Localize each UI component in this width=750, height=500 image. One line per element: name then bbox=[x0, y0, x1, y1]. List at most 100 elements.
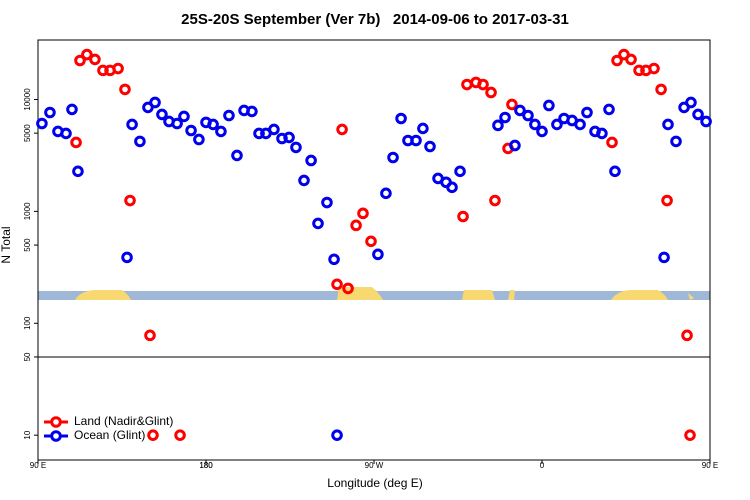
y-tick-label: 10 bbox=[23, 430, 32, 439]
data-point bbox=[454, 165, 466, 178]
data-point bbox=[223, 109, 235, 122]
data-point bbox=[178, 110, 190, 123]
data-point bbox=[661, 194, 673, 207]
x-tick-label: 90 E bbox=[702, 461, 718, 470]
x-tick-label: 90 E bbox=[30, 461, 46, 470]
data-point bbox=[193, 133, 205, 146]
data-point bbox=[417, 122, 429, 135]
data-point bbox=[342, 282, 354, 295]
y-tick-label: 50 bbox=[23, 352, 32, 361]
data-point bbox=[126, 118, 138, 131]
y-tick-label: 500 bbox=[23, 238, 32, 252]
legend-marker bbox=[50, 430, 62, 442]
data-point bbox=[312, 217, 324, 230]
data-point bbox=[350, 219, 362, 232]
data-point bbox=[156, 108, 168, 121]
data-point bbox=[387, 151, 399, 164]
x-tick-label: 180 bbox=[199, 461, 213, 470]
data-point bbox=[81, 48, 93, 61]
legend-label: Ocean (Glint) bbox=[74, 428, 145, 442]
legend-label: Land (Nadir&Glint) bbox=[74, 414, 173, 428]
data-point bbox=[185, 124, 197, 137]
data-point bbox=[36, 117, 48, 130]
data-point bbox=[633, 64, 645, 77]
data-point bbox=[174, 429, 186, 441]
data-point bbox=[551, 118, 563, 131]
data-point bbox=[514, 104, 526, 117]
data-point bbox=[60, 127, 72, 140]
data-point bbox=[658, 251, 670, 264]
y-tick-label: 5000 bbox=[23, 124, 32, 142]
data-point bbox=[246, 105, 258, 118]
data-point bbox=[66, 103, 78, 116]
x-tick-label: 90 W bbox=[365, 461, 384, 470]
data-point bbox=[89, 53, 101, 66]
data-point bbox=[112, 62, 124, 75]
map-strip bbox=[38, 287, 710, 300]
data-point bbox=[97, 64, 109, 77]
x-axis-label: Longitude (deg E) bbox=[327, 476, 422, 490]
data-point bbox=[124, 194, 136, 207]
data-point bbox=[681, 329, 693, 342]
data-point bbox=[424, 140, 436, 153]
data-point bbox=[492, 119, 504, 132]
data-point bbox=[685, 96, 697, 109]
data-point bbox=[529, 118, 541, 131]
data-point bbox=[574, 118, 586, 131]
data-point bbox=[331, 278, 343, 291]
data-point bbox=[290, 141, 302, 154]
y-tick-label: 10000 bbox=[23, 88, 32, 111]
data-point bbox=[253, 127, 265, 140]
data-point bbox=[372, 248, 384, 261]
y-tick-label: 1000 bbox=[23, 202, 32, 220]
x-tick-label: 0 bbox=[540, 461, 545, 470]
data-point bbox=[231, 149, 243, 162]
data-point bbox=[692, 108, 704, 121]
data-point bbox=[283, 131, 295, 144]
data-point bbox=[509, 139, 521, 152]
data-point bbox=[596, 127, 608, 140]
data-point bbox=[536, 125, 548, 138]
data-point bbox=[499, 111, 511, 124]
data-point bbox=[149, 96, 161, 109]
data-point bbox=[662, 118, 674, 131]
data-point bbox=[215, 125, 227, 138]
legend-marker bbox=[50, 416, 62, 428]
x-tick-label: 180 bbox=[199, 461, 213, 470]
data-point bbox=[328, 253, 340, 266]
data-point bbox=[144, 329, 156, 342]
data-point bbox=[171, 117, 183, 130]
data-point bbox=[609, 165, 621, 178]
data-point bbox=[268, 123, 280, 136]
data-point bbox=[321, 196, 333, 209]
data-point bbox=[134, 135, 146, 148]
data-point bbox=[461, 78, 473, 91]
data-point bbox=[147, 429, 159, 441]
data-point bbox=[395, 112, 407, 125]
data-point bbox=[446, 181, 458, 194]
data-point bbox=[485, 86, 497, 99]
data-point bbox=[603, 103, 615, 116]
data-point bbox=[74, 54, 86, 67]
chart-title: 25S-20S September (Ver 7b) 2014-09-06 to… bbox=[181, 11, 569, 28]
data-point bbox=[625, 53, 637, 66]
data-point bbox=[357, 207, 369, 220]
data-point bbox=[380, 187, 392, 200]
data-point bbox=[72, 165, 84, 178]
data-point bbox=[305, 154, 317, 167]
y-tick-label: 100 bbox=[23, 316, 32, 330]
data-point bbox=[606, 136, 618, 149]
data-point bbox=[331, 429, 343, 441]
data-point bbox=[119, 83, 131, 96]
data-point bbox=[207, 118, 219, 131]
data-point bbox=[457, 210, 469, 223]
data-point bbox=[655, 83, 667, 96]
data-point bbox=[336, 123, 348, 136]
data-point bbox=[298, 174, 310, 187]
data-point bbox=[489, 194, 501, 207]
data-point bbox=[522, 109, 534, 122]
y-axis-label: N Total bbox=[0, 226, 13, 263]
data-point bbox=[611, 54, 623, 67]
data-point bbox=[543, 99, 555, 112]
